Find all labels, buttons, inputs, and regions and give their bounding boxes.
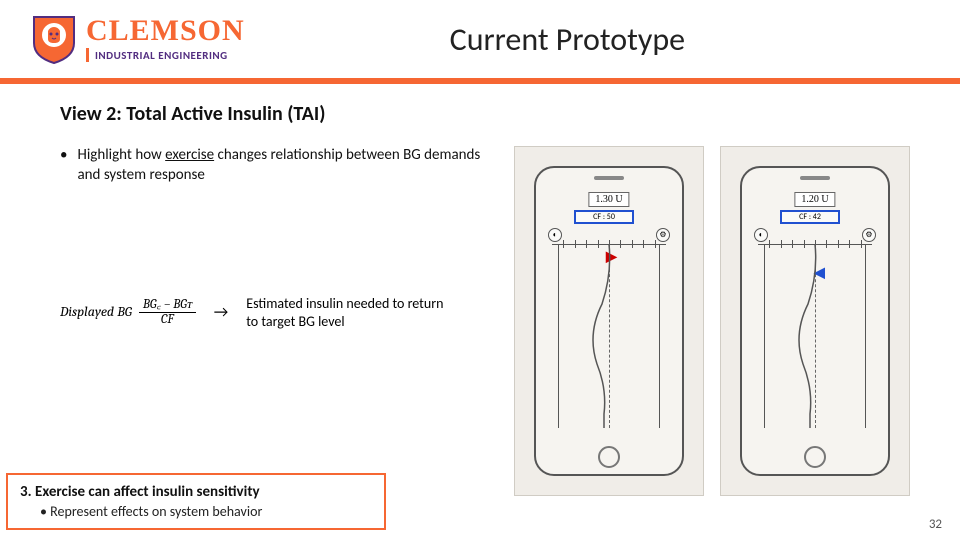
department-row: INDUSTRIAL ENGINEERING (86, 48, 245, 62)
university-name: CLEMSON (86, 16, 245, 46)
logo-block: CLEMSON INDUSTRIAL ENGINEERING (30, 13, 245, 65)
home-button-icon (598, 446, 620, 468)
body-row: • Highlight how exercise changes relatio… (60, 146, 910, 496)
slide-title: Current Prototype (245, 20, 930, 59)
phone-sketch-left: 1.30 U CF : 50 ◐ ⚙ ▶ (514, 146, 704, 496)
callout-box: 3. Exercise can affect insulin sensitivi… (6, 473, 386, 530)
callout-sub: • Represent effects on system behavior (40, 503, 372, 520)
bullet: • Highlight how exercise changes relatio… (60, 146, 494, 185)
phone-sketch-right: 1.20 U CF : 42 ◐ ⚙ ◀ (720, 146, 910, 496)
phone-frame: 1.30 U CF : 50 ◐ ⚙ ▶ (534, 166, 684, 476)
phone-screen: 1.30 U CF : 50 ◐ ⚙ ▶ (544, 188, 674, 438)
subtitle: View 2: Total Active Insulin (TAI) (60, 102, 910, 126)
formula-denominator: CF (157, 313, 178, 327)
right-column: 1.30 U CF : 50 ◐ ⚙ ▶ (514, 146, 910, 496)
speaker-icon (800, 176, 830, 180)
insulin-value: 1.30 U (588, 192, 629, 207)
phone-frame: 1.20 U CF : 42 ◐ ⚙ ◀ (740, 166, 890, 476)
cf-box: CF : 50 (574, 210, 634, 224)
callout-sub-text: Represent effects on system behavior (50, 503, 262, 520)
callout-main: 3. Exercise can affect insulin sensitivi… (20, 483, 372, 501)
bullet-underlined: exercise (165, 146, 214, 164)
page-number: 32 (929, 517, 942, 532)
arrow-icon: → (214, 303, 228, 322)
formula-lhs: Displayed BG BG꜀ − BGᴛ CF (60, 298, 196, 328)
logo-text: CLEMSON INDUSTRIAL ENGINEERING (86, 16, 245, 62)
bg-curve (552, 244, 666, 428)
bullet-dot-icon: • (60, 146, 67, 185)
formula-rhs: Estimated insulin needed to return to ta… (246, 295, 446, 330)
bullet-text: Highlight how exercise changes relations… (77, 146, 494, 185)
dept-bar-icon (86, 48, 89, 62)
shield-icon (30, 13, 78, 65)
formula-block: Displayed BG BG꜀ − BGᴛ CF → Estimated in… (60, 295, 494, 330)
formula-fraction: BG꜀ − BGᴛ CF (139, 298, 196, 328)
speaker-icon (594, 176, 624, 180)
phone-screen: 1.20 U CF : 42 ◐ ⚙ ◀ (750, 188, 880, 438)
callout-number: 3. (20, 483, 32, 501)
insulin-value: 1.20 U (794, 192, 835, 207)
formula-numerator: BG꜀ − BGᴛ (139, 298, 196, 313)
bg-curve (758, 244, 872, 428)
callout-main-text: Exercise can affect insulin sensitivity (35, 483, 260, 501)
left-column: • Highlight how exercise changes relatio… (60, 146, 494, 496)
cf-box: CF : 42 (780, 210, 840, 224)
slide-header: CLEMSON INDUSTRIAL ENGINEERING Current P… (0, 0, 960, 78)
slide-content: View 2: Total Active Insulin (TAI) • Hig… (0, 84, 960, 496)
bullet-pre: Highlight how (77, 146, 165, 164)
home-button-icon (804, 446, 826, 468)
department-name: INDUSTRIAL ENGINEERING (95, 50, 228, 61)
